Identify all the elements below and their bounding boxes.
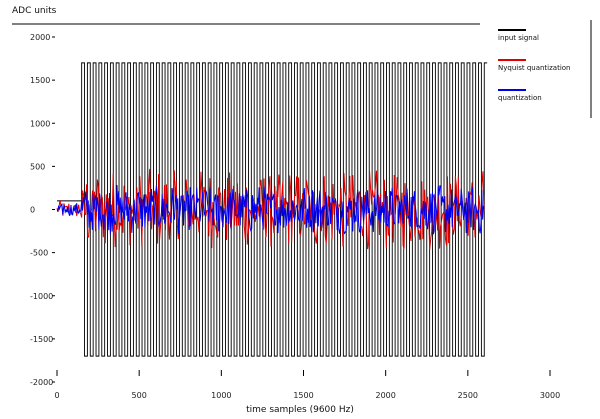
y-tick-label: 2000 xyxy=(30,33,50,42)
y-axis-title: ADC units xyxy=(12,6,57,16)
legend-label: quantization xyxy=(498,94,542,102)
legend-label: Nyquist quantization xyxy=(498,64,571,72)
x-tick-label: 3000 xyxy=(540,391,560,400)
x-ticks: 0 500 1000 1500 2000 2500 3000 xyxy=(54,370,560,400)
legend-label: input signal xyxy=(498,34,539,42)
line-quantization xyxy=(56,185,485,235)
x-tick-label: 0 xyxy=(54,391,59,400)
y-tick-label: -1000 xyxy=(30,292,53,301)
x-tick-label: 1500 xyxy=(293,391,313,400)
y-tick-label: 1500 xyxy=(30,76,50,85)
legend: input signal Nyquist quantization quantiza… xyxy=(498,20,592,118)
x-axis-title: time samples (9600 Hz) xyxy=(246,405,354,415)
x-tick-label: 2000 xyxy=(375,391,395,400)
y-tick-label: 0 xyxy=(30,206,35,215)
y-tick-label: -2000 xyxy=(30,378,53,387)
y-tick-label: -1500 xyxy=(30,335,53,344)
y-tick-label: 500 xyxy=(30,162,45,171)
x-tick-label: 1000 xyxy=(211,391,231,400)
x-tick-label: 500 xyxy=(132,391,147,400)
y-tick-label: 1000 xyxy=(30,119,50,128)
x-tick-label: 2500 xyxy=(458,391,478,400)
y-ticks: -2000 -1500 -1000 -500 0 500 1000 1500 2000 xyxy=(30,33,55,387)
series-quantization xyxy=(56,185,485,235)
y-tick-label: -500 xyxy=(30,249,48,258)
